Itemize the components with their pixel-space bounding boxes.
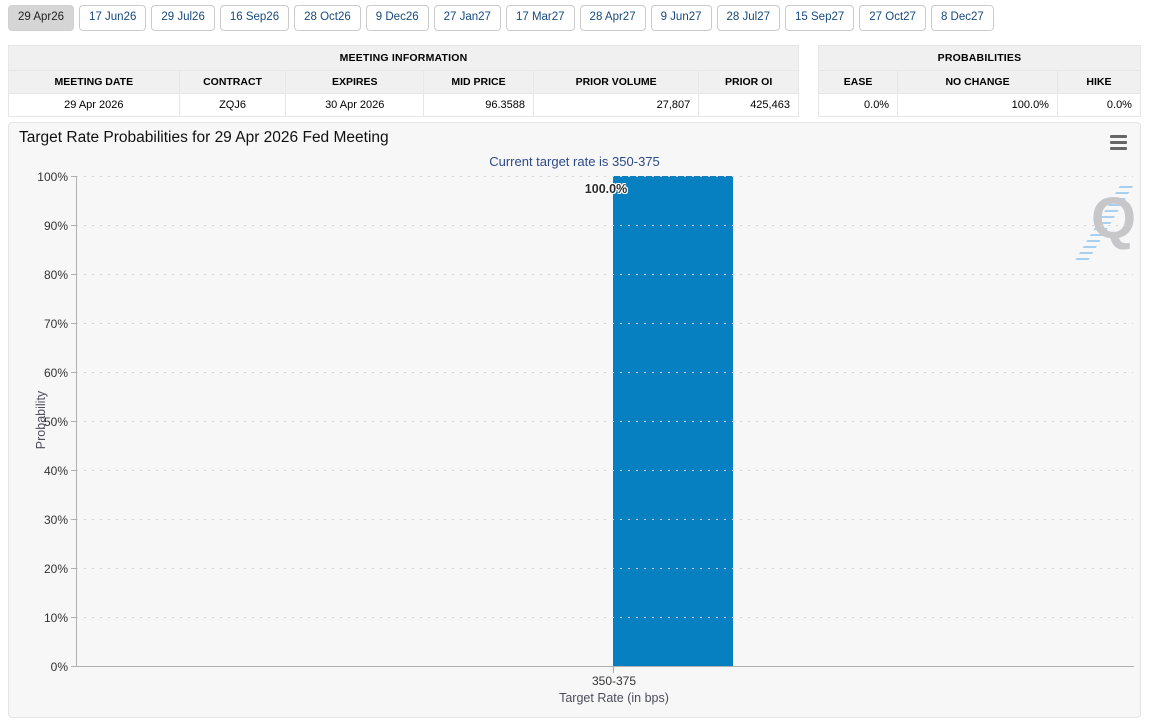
- tab-16-sep26[interactable]: 16 Sep26: [219, 5, 290, 31]
- gridline: [76, 519, 1133, 520]
- x-axis-title: Target Rate (in bps): [559, 691, 669, 705]
- probabilities-value-row: 0.0% 100.0% 0.0%: [818, 94, 1141, 117]
- cell-value: 96.3588: [424, 94, 534, 117]
- y-axis-tick: [71, 519, 76, 520]
- gridline: [76, 470, 1133, 471]
- cell-value: 30 Apr 2026: [286, 94, 425, 117]
- plot-area: [76, 176, 1133, 667]
- y-tick-label: 80%: [43, 268, 68, 282]
- y-axis-tick: [71, 274, 76, 275]
- meeting-information-title: MEETING INFORMATION: [8, 45, 799, 71]
- tab-28-oct26[interactable]: 28 Oct26: [294, 5, 361, 31]
- column-header: NO CHANGE: [898, 71, 1058, 94]
- tab-27-jan27[interactable]: 27 Jan27: [433, 5, 501, 31]
- bar-value-label: 100.0%: [584, 182, 628, 196]
- chart-title: Target Rate Probabilities for 29 Apr 202…: [19, 129, 389, 146]
- column-header: EASE: [818, 71, 899, 94]
- y-tick-label: 60%: [43, 366, 68, 380]
- tab-27-oct27[interactable]: 27 Oct27: [859, 5, 926, 31]
- cell-value: 100.0%: [898, 94, 1058, 117]
- column-header: HIKE: [1057, 71, 1141, 94]
- y-axis-tick: [71, 617, 76, 618]
- y-tick-label: 20%: [43, 562, 68, 576]
- cell-value: 0.0%: [818, 94, 899, 117]
- fedwatch-chart-panel: Target Rate Probabilities for 29 Apr 202…: [8, 122, 1141, 718]
- gridline: [76, 274, 1133, 275]
- gridline: [76, 421, 1133, 422]
- y-tick-label: 50%: [43, 415, 68, 429]
- x-axis-tick: [613, 667, 614, 673]
- tab-17-mar27[interactable]: 17 Mar27: [505, 5, 575, 31]
- meeting-information-value-row: 29 Apr 2026 ZQJ6 30 Apr 2026 96.3588 27,807 4…: [8, 94, 799, 117]
- tab-29-apr26[interactable]: 29 Apr26: [8, 5, 75, 31]
- y-axis-tick: [71, 421, 76, 422]
- y-axis-tick: [71, 470, 76, 471]
- y-tick-label: 30%: [43, 513, 68, 527]
- column-header: PRIOR OI: [699, 71, 799, 94]
- y-axis-tick: [71, 372, 76, 373]
- cell-value: 29 Apr 2026: [8, 94, 180, 117]
- y-axis-tick: [71, 225, 76, 226]
- watermark-q-letter: Q: [1091, 186, 1137, 251]
- y-axis-line: [76, 176, 77, 667]
- column-header: MID PRICE: [424, 71, 534, 94]
- cell-value: 425,463: [699, 94, 799, 117]
- probabilities-header-row: EASE NO CHANGE HIKE: [818, 71, 1141, 94]
- gridline: [76, 225, 1133, 226]
- x-tick-label: 350-375: [591, 674, 637, 688]
- meeting-date-tabs: 29 Apr26 17 Jun26 29 Jul26 16 Sep26 28 Oct26…: [8, 5, 994, 31]
- y-tick-label: 70%: [43, 317, 68, 331]
- probabilities-title: PROBABILITIES: [818, 45, 1141, 71]
- tab-9-dec26[interactable]: 9 Dec26: [365, 5, 429, 31]
- y-axis-tick: [71, 176, 76, 177]
- column-header: CONTRACT: [179, 71, 287, 94]
- y-axis-tick: [71, 568, 76, 569]
- tab-9-jun27[interactable]: 9 Jun27: [650, 5, 712, 31]
- y-axis-tick: [71, 666, 76, 667]
- y-axis-tick: [71, 323, 76, 324]
- probabilities-table: PROBABILITIES EASE NO CHANGE HIKE 0.0% 100.…: [818, 45, 1141, 117]
- y-tick-label: 10%: [43, 611, 68, 625]
- tab-17-jun26[interactable]: 17 Jun26: [79, 5, 147, 31]
- meeting-information-table: MEETING INFORMATION MEETING DATE CONTRACT…: [8, 45, 799, 117]
- y-tick-label: 40%: [43, 464, 68, 478]
- column-header: EXPIRES: [286, 71, 425, 94]
- x-axis-line: [76, 666, 1134, 667]
- gridline: [76, 568, 1133, 569]
- gridline: [76, 176, 1133, 177]
- column-header: PRIOR VOLUME: [533, 71, 700, 94]
- cell-value: 0.0%: [1057, 94, 1141, 117]
- gridline: [76, 323, 1133, 324]
- column-header: MEETING DATE: [8, 71, 180, 94]
- y-tick-label: 0%: [50, 660, 68, 674]
- chart-subtitle: Current target rate is 350-375: [489, 154, 660, 169]
- gridline: [76, 617, 1133, 618]
- tab-15-sep27[interactable]: 15 Sep27: [785, 5, 855, 31]
- gridline: [76, 372, 1133, 373]
- y-tick-label: 100%: [37, 170, 68, 184]
- chart-menu-icon[interactable]: [1107, 132, 1129, 152]
- cell-value: 27,807: [533, 94, 700, 117]
- y-tick-label: 90%: [43, 219, 68, 233]
- cell-value: ZQJ6: [179, 94, 287, 117]
- tab-28-apr27[interactable]: 28 Apr27: [579, 5, 646, 31]
- tab-29-jul26[interactable]: 29 Jul26: [151, 5, 215, 31]
- tab-8-dec27[interactable]: 8 Dec27: [930, 5, 994, 31]
- meeting-information-header-row: MEETING DATE CONTRACT EXPIRES MID PRICE PRIO…: [8, 71, 799, 94]
- tab-28-jul27[interactable]: 28 Jul27: [716, 5, 781, 31]
